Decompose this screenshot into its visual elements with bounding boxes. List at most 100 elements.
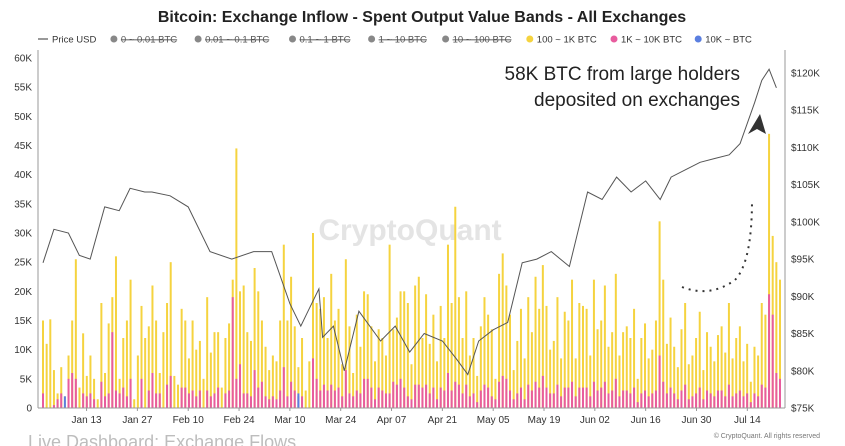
y-left-tick-label: 25K [14,258,32,269]
bar-100-1k [322,297,325,408]
bar-1k-10k [742,396,745,408]
bar-100-1k [596,329,599,408]
bar-100-1k [600,320,603,408]
bar-100-1k [202,378,205,408]
y-right-tick-label: $110K [791,143,820,154]
bar-100-1k [622,332,625,408]
bar-100-1k [228,323,231,408]
bar-100-1k [104,373,107,408]
bar-100-1k [377,329,380,408]
bar-1k-10k [363,378,366,408]
y-left-tick-label: 40K [14,170,32,181]
bar-1k-10k [585,387,588,408]
bar-100-1k [457,297,460,408]
bar-1k-10k [505,378,508,408]
bar-100-1k [253,268,256,408]
bar-100-1k [78,387,81,408]
y-right-tick-label: $90K [791,292,815,303]
bar-1k-10k [695,393,698,408]
bar-100-1k [388,244,391,408]
legend-swatch [194,35,202,43]
bar-100-1k [764,314,767,408]
bar-1k-10k [290,381,293,408]
legend-item-2[interactable]: 0.01 ~ 0.1 BTC [194,35,270,46]
bar-100-1k [410,364,413,408]
bar-1k-10k [315,378,318,408]
legend-item-1[interactable]: 0 ~ 0.01 BTC [110,35,177,46]
bar-100-1k [779,279,781,408]
bar-1k-10k [753,393,756,408]
bar-1k-10k [333,390,336,408]
bar-100-1k [760,303,763,408]
bar-100-1k [556,297,559,408]
bar-100-1k [195,349,198,408]
bar-1k-10k [680,390,683,408]
bar-100-1k [326,338,329,408]
bar-1k-10k [614,378,617,408]
bar-100-1k [735,338,738,408]
legend-item-8[interactable]: 10K ~ BTC [694,35,752,46]
legend-item-0[interactable]: Price USD [38,35,96,46]
bar-1k-10k [118,393,121,408]
bar-1k-10k [600,387,603,408]
bar-1k-10k [571,381,574,408]
bar-100-1k [472,338,475,408]
bar-1k-10k [720,390,723,408]
bar-1k-10k [344,370,347,408]
bar-1k-10k [472,393,475,408]
bar-100-1k [337,308,340,408]
bar-100-1k [567,320,570,408]
bar-100-1k [209,352,212,408]
bar-100-1k [425,294,428,408]
bar-1k-10k [85,396,88,408]
bar-1k-10k [560,396,563,408]
y-right-tick-label: $85K [791,329,815,340]
bar-100-1k [155,320,158,408]
bar-1k-10k [417,384,420,408]
bar-1k-10k [556,384,559,408]
bar-100-1k [122,338,125,408]
x-tick-label: Mar 10 [274,415,306,426]
bar-100-1k [169,262,172,408]
bar-1k-10k [716,390,719,408]
bar-100-1k [680,329,683,408]
bar-100-1k [684,303,687,408]
bar-1k-10k [771,314,774,408]
bar-1k-10k [293,390,296,408]
bar-100-1k [242,285,245,408]
bar-1k-10k [104,396,107,408]
bar-100-1k [399,291,402,408]
x-tick-label: Apr 21 [428,415,458,426]
bar-100-1k [465,291,468,408]
bar-1k-10k [67,378,70,408]
legend-item-3[interactable]: 0.1 ~ 1 BTC [289,35,351,46]
legend-item-7[interactable]: 1K ~ 10K BTC [610,35,683,46]
bar-1k-10k [764,387,767,408]
legend-item-6[interactable]: 100 ~ 1K BTC [526,35,597,46]
bar-1k-10k [60,393,63,408]
bar-100-1k [125,320,128,408]
bar-100-1k [468,355,471,408]
bar-1k-10k [191,390,194,408]
bar-100-1k [198,340,201,408]
bar-1k-10k [629,393,632,408]
bar-1k-10k [676,399,679,408]
bar-1k-10k [494,399,497,408]
bar-1k-10k [490,396,493,408]
bar-100-1k [224,338,227,408]
chart-title: Bitcoin: Exchange Inflow - Spent Output … [158,9,686,26]
legend-item-4[interactable]: 1 ~ 10 BTC [368,35,427,46]
bar-100-1k [746,343,749,408]
bar-100-1k [454,206,457,408]
bar-1k-10k [421,387,424,408]
bar-1k-10k [698,387,701,408]
bar-100-1k [636,378,639,408]
x-tick-label: Mar 24 [325,415,357,426]
legend-item-5[interactable]: 10 ~ 100 BTC [442,35,512,46]
legend-swatch [610,35,618,43]
bar-100-1k [509,314,512,408]
bar-1k-10k [436,399,439,408]
bar-100-1k [304,390,307,408]
bar-1k-10k [530,390,533,408]
bar-100-1k [246,332,249,408]
